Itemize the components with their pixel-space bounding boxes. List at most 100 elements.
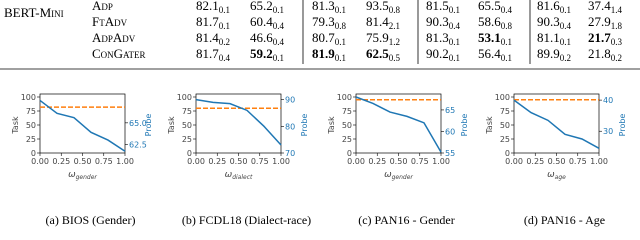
cell: 59.20.1 [250,46,284,63]
cell: 81.30.1 [426,30,460,47]
cell-std: 0.3 [611,37,623,47]
cell-std: 0.4 [273,37,285,47]
y-tick-label: 50 [500,121,510,130]
cell: 58.60.8 [478,14,513,31]
cell: 93.50.8 [366,0,401,15]
x-tick-label: 0.00 [347,157,365,166]
cell: 81.42.1 [366,14,400,31]
cell: 65.50.4 [478,0,513,15]
cell-value: 60.4 [250,14,273,29]
x-tick-label: 0.75 [411,157,429,166]
cell: 62.50.5 [366,46,401,63]
cell-std: 0.1 [335,37,346,47]
cell: 89.90.2 [537,46,571,63]
cell: 60.40.4 [250,14,285,31]
x-tick-label: 0.25 [208,157,226,166]
cell-value: 81.9 [312,46,335,61]
series-line [195,98,282,146]
y-axis-label: Task [485,116,494,135]
y-tick-label: 0 [347,149,352,158]
x-tick-label: 1.00 [590,157,608,166]
cell-value: 46.6 [250,30,273,45]
y2-tick-label: 62.5 [129,140,147,149]
x-label-symbol: ω [384,170,392,180]
cell: 53.10.1 [478,30,512,47]
x-tick-label: 0.00 [187,157,205,166]
y2-tick-label: 65 [445,106,455,115]
cell-value: 81.7 [196,46,219,61]
cell-std: 1.8 [611,21,623,31]
x-tick-label: 1.00 [432,157,450,166]
x-tick-label: 0.75 [569,157,587,166]
cell: 46.60.4 [250,30,285,47]
x-tick-label: 0.00 [31,157,49,166]
cell-std: 1.2 [389,37,400,47]
cell-std: 0.1 [219,21,230,31]
x-tick-label: 0.50 [230,157,248,166]
cell: 90.30.4 [537,14,572,31]
cell-value: 79.3 [312,14,335,29]
cell-value: 82.1 [196,0,219,13]
y2-tick-label: 55 [445,149,455,158]
cell: 79.30.8 [312,14,347,31]
y-tick-label: 0 [31,149,36,158]
x-tick-label: 0.25 [52,157,70,166]
y2-tick-label: 40 [603,96,613,105]
cell-std: 1.4 [611,5,623,15]
cell-value: 37.4 [588,0,611,13]
x-tick-label: 0.75 [251,157,269,166]
cell-std: 0.1 [335,53,346,63]
x-label-subscript: gender [392,174,414,181]
cell: 82.10.1 [196,0,230,15]
cell-std: 0.8 [389,5,401,15]
y2-axis-label: Probe [300,114,309,137]
y2-tick-label: 90 [285,96,295,105]
y-tick-label: 25 [26,135,36,144]
cell-value: 81.5 [426,0,449,13]
cell: 81.70.4 [196,46,231,63]
x-tick-label: 1.00 [116,157,134,166]
cell-value: 56.4 [478,46,501,61]
x-axis-label: ωgender [68,170,97,181]
caption: (b) FCDL18 (Dialect-race) [182,213,311,227]
y-tick-label: 75 [26,107,36,116]
y2-tick-label: 30 [603,127,613,136]
cell: 37.41.4 [588,0,623,15]
y-tick-label: 25 [342,135,352,144]
cell-value: 75.9 [366,30,389,45]
cell-std: 0.1 [560,5,571,15]
cell-value: 81.3 [426,30,449,45]
y2-tick-label: 70 [285,149,295,158]
x-tick-label: 0.50 [548,157,566,166]
y-tick-label: 50 [26,121,36,130]
x-tick-label: 0.50 [390,157,408,166]
y-tick-label: 100 [337,93,352,102]
cell: 90.20.1 [426,46,460,63]
y-axis-label: Task [11,116,20,135]
cell-value: 21.7 [588,30,611,45]
y-axis-label: Task [327,116,336,135]
caption: (c) PAN16 - Gender [358,213,455,227]
x-tick-label: 1.00 [272,157,290,166]
cell: 27.91.8 [588,14,623,31]
cell-std: 2.1 [389,21,400,31]
cell: 81.60.1 [537,0,571,15]
cell-std: 0.1 [273,5,284,15]
x-label-symbol: ω [225,170,233,180]
cell-value: 27.9 [588,14,611,29]
cell-std: 0.4 [560,21,572,31]
y-tick-label: 50 [342,121,352,130]
cell-value: 93.5 [366,0,389,13]
group-label: BERT-Mini [4,5,64,20]
cell-std: 0.1 [273,53,284,63]
cell-value: 59.2 [250,46,273,61]
y-tick-label: 50 [182,121,192,130]
x-tick-label: 0.75 [95,157,113,166]
y-tick-label: 100 [495,93,510,102]
cell-value: 81.1 [537,30,560,45]
cell-std: 0.1 [501,37,512,47]
y2-axis-label: Probe [144,114,153,137]
cell: 21.80.2 [588,46,622,63]
cell: 75.91.2 [366,30,400,47]
y2-tick-label: 80 [285,122,295,131]
